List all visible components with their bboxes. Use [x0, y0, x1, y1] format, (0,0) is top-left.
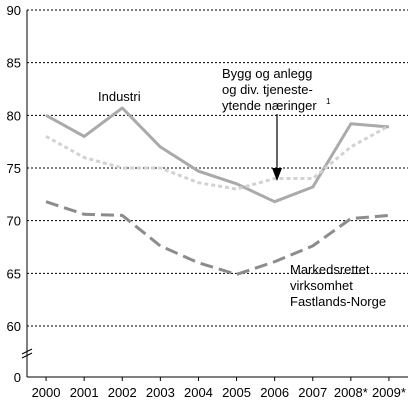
gridlines — [27, 9, 408, 327]
y-tick-label: 60 — [7, 319, 21, 334]
y-tick-label: 90 — [7, 3, 21, 18]
series-line-industri — [45, 106, 390, 204]
annotations: Industri Bygg og anlegg og div. tjeneste… — [98, 66, 386, 309]
y-tick-label: 80 — [7, 108, 21, 123]
annotation-industri: Industri — [98, 89, 141, 104]
annotation-markedsrettet-line-2: virksomhet — [290, 278, 353, 293]
x-tick-label: 2001 — [70, 385, 99, 400]
x-tick-label: 2003 — [146, 385, 175, 400]
y-tick-label: 85 — [7, 56, 21, 71]
x-tick-label: 2000 — [32, 385, 61, 400]
series-line-bygg — [45, 124, 390, 191]
x-tick-label: 2002 — [108, 385, 137, 400]
annotation-markedsrettet-line-3: Fastlands-Norge — [290, 294, 386, 309]
annotation-markedsrettet-line-1: Markedsrettet — [290, 262, 370, 277]
y-tick-label-origin: 0 — [14, 370, 21, 385]
series-lines — [45, 106, 390, 276]
x-tick-label: 2006 — [260, 385, 289, 400]
axes — [21, 10, 408, 378]
x-tick-label: 2004 — [184, 385, 213, 400]
annotation-bygg-line-1: Bygg og anlegg — [222, 66, 312, 81]
series-line-markedsrettet — [45, 200, 390, 276]
tick-labels: 60 65 70 75 80 85 90 0 2000 2001 2002 2003 2004 2005 2… — [7, 3, 406, 400]
axis-break-icon — [21, 348, 33, 359]
annotation-bygg-line-2: og div. tjeneste- — [222, 82, 313, 97]
y-tick-label: 70 — [7, 214, 21, 229]
annotation-bygg-line-3: ytende næringer — [222, 98, 317, 113]
x-tick-label: 2007 — [298, 385, 327, 400]
x-tick-label: 2005 — [222, 385, 251, 400]
x-tick-label: 2009* — [372, 385, 406, 400]
annotation-bygg-superscript: 1 — [326, 97, 331, 106]
arrow-icon — [272, 114, 282, 181]
y-tick-label: 65 — [7, 266, 21, 281]
y-tick-label: 75 — [7, 161, 21, 176]
x-tick-label: 2008* — [334, 385, 368, 400]
